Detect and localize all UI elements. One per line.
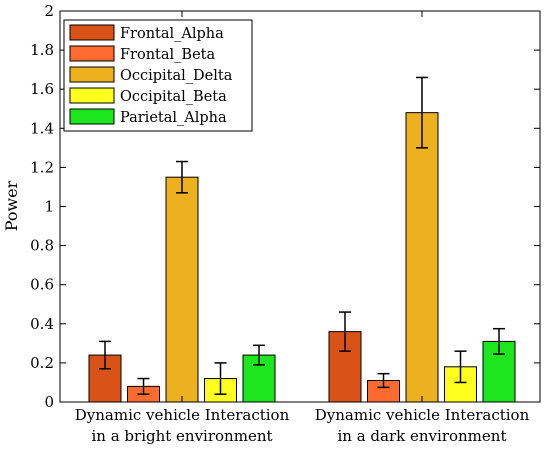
y-tick-label: 0 <box>44 393 54 411</box>
legend-swatch <box>69 66 115 83</box>
y-tick-label: 1.8 <box>30 41 54 59</box>
y-tick-label: 1.2 <box>30 158 54 176</box>
legend-label: Frontal_Beta <box>120 47 215 63</box>
legend-swatch <box>69 45 115 62</box>
legend-label: Occipital_Delta <box>120 68 233 84</box>
legend-swatch <box>69 24 115 41</box>
y-tick-label: 0.4 <box>30 315 54 333</box>
y-tick-label: 1 <box>44 198 54 216</box>
legend: Frontal_Alpha Frontal_Beta Occipital_Delta… <box>63 19 253 132</box>
error-bars-layer <box>99 76 505 395</box>
y-tick-label: 1.4 <box>30 119 54 137</box>
legend-label: Frontal_Alpha <box>120 26 224 42</box>
x-axis: Dynamic vehicle Interaction in a bright e… <box>75 11 530 445</box>
bar-occipital-delta <box>405 112 439 403</box>
y-tick-label: 1.6 <box>30 80 54 98</box>
x-category-label: Dynamic vehicle Interaction <box>75 406 290 424</box>
y-axis-label: Power <box>2 180 21 231</box>
legend-label: Occipital_Beta <box>120 89 227 105</box>
y-tick-label: 0.8 <box>30 237 54 255</box>
bar-occipital-delta <box>165 176 199 403</box>
x-category-label: Dynamic vehicle Interaction <box>315 406 530 424</box>
y-tick-label: 2 <box>44 2 54 20</box>
y-axis: 0 0.2 0.4 0.6 0.8 1 1.2 1.4 1.6 1.8 2 <box>30 2 540 411</box>
x-category-label: in a bright environment <box>91 427 272 445</box>
legend-label: Parietal_Alpha <box>120 110 227 126</box>
legend-swatch <box>69 108 115 125</box>
y-tick-label: 0.6 <box>30 276 54 294</box>
legend-swatch <box>69 87 115 104</box>
x-category-label: in a dark environment <box>338 427 507 445</box>
y-tick-label: 0.2 <box>30 354 54 372</box>
